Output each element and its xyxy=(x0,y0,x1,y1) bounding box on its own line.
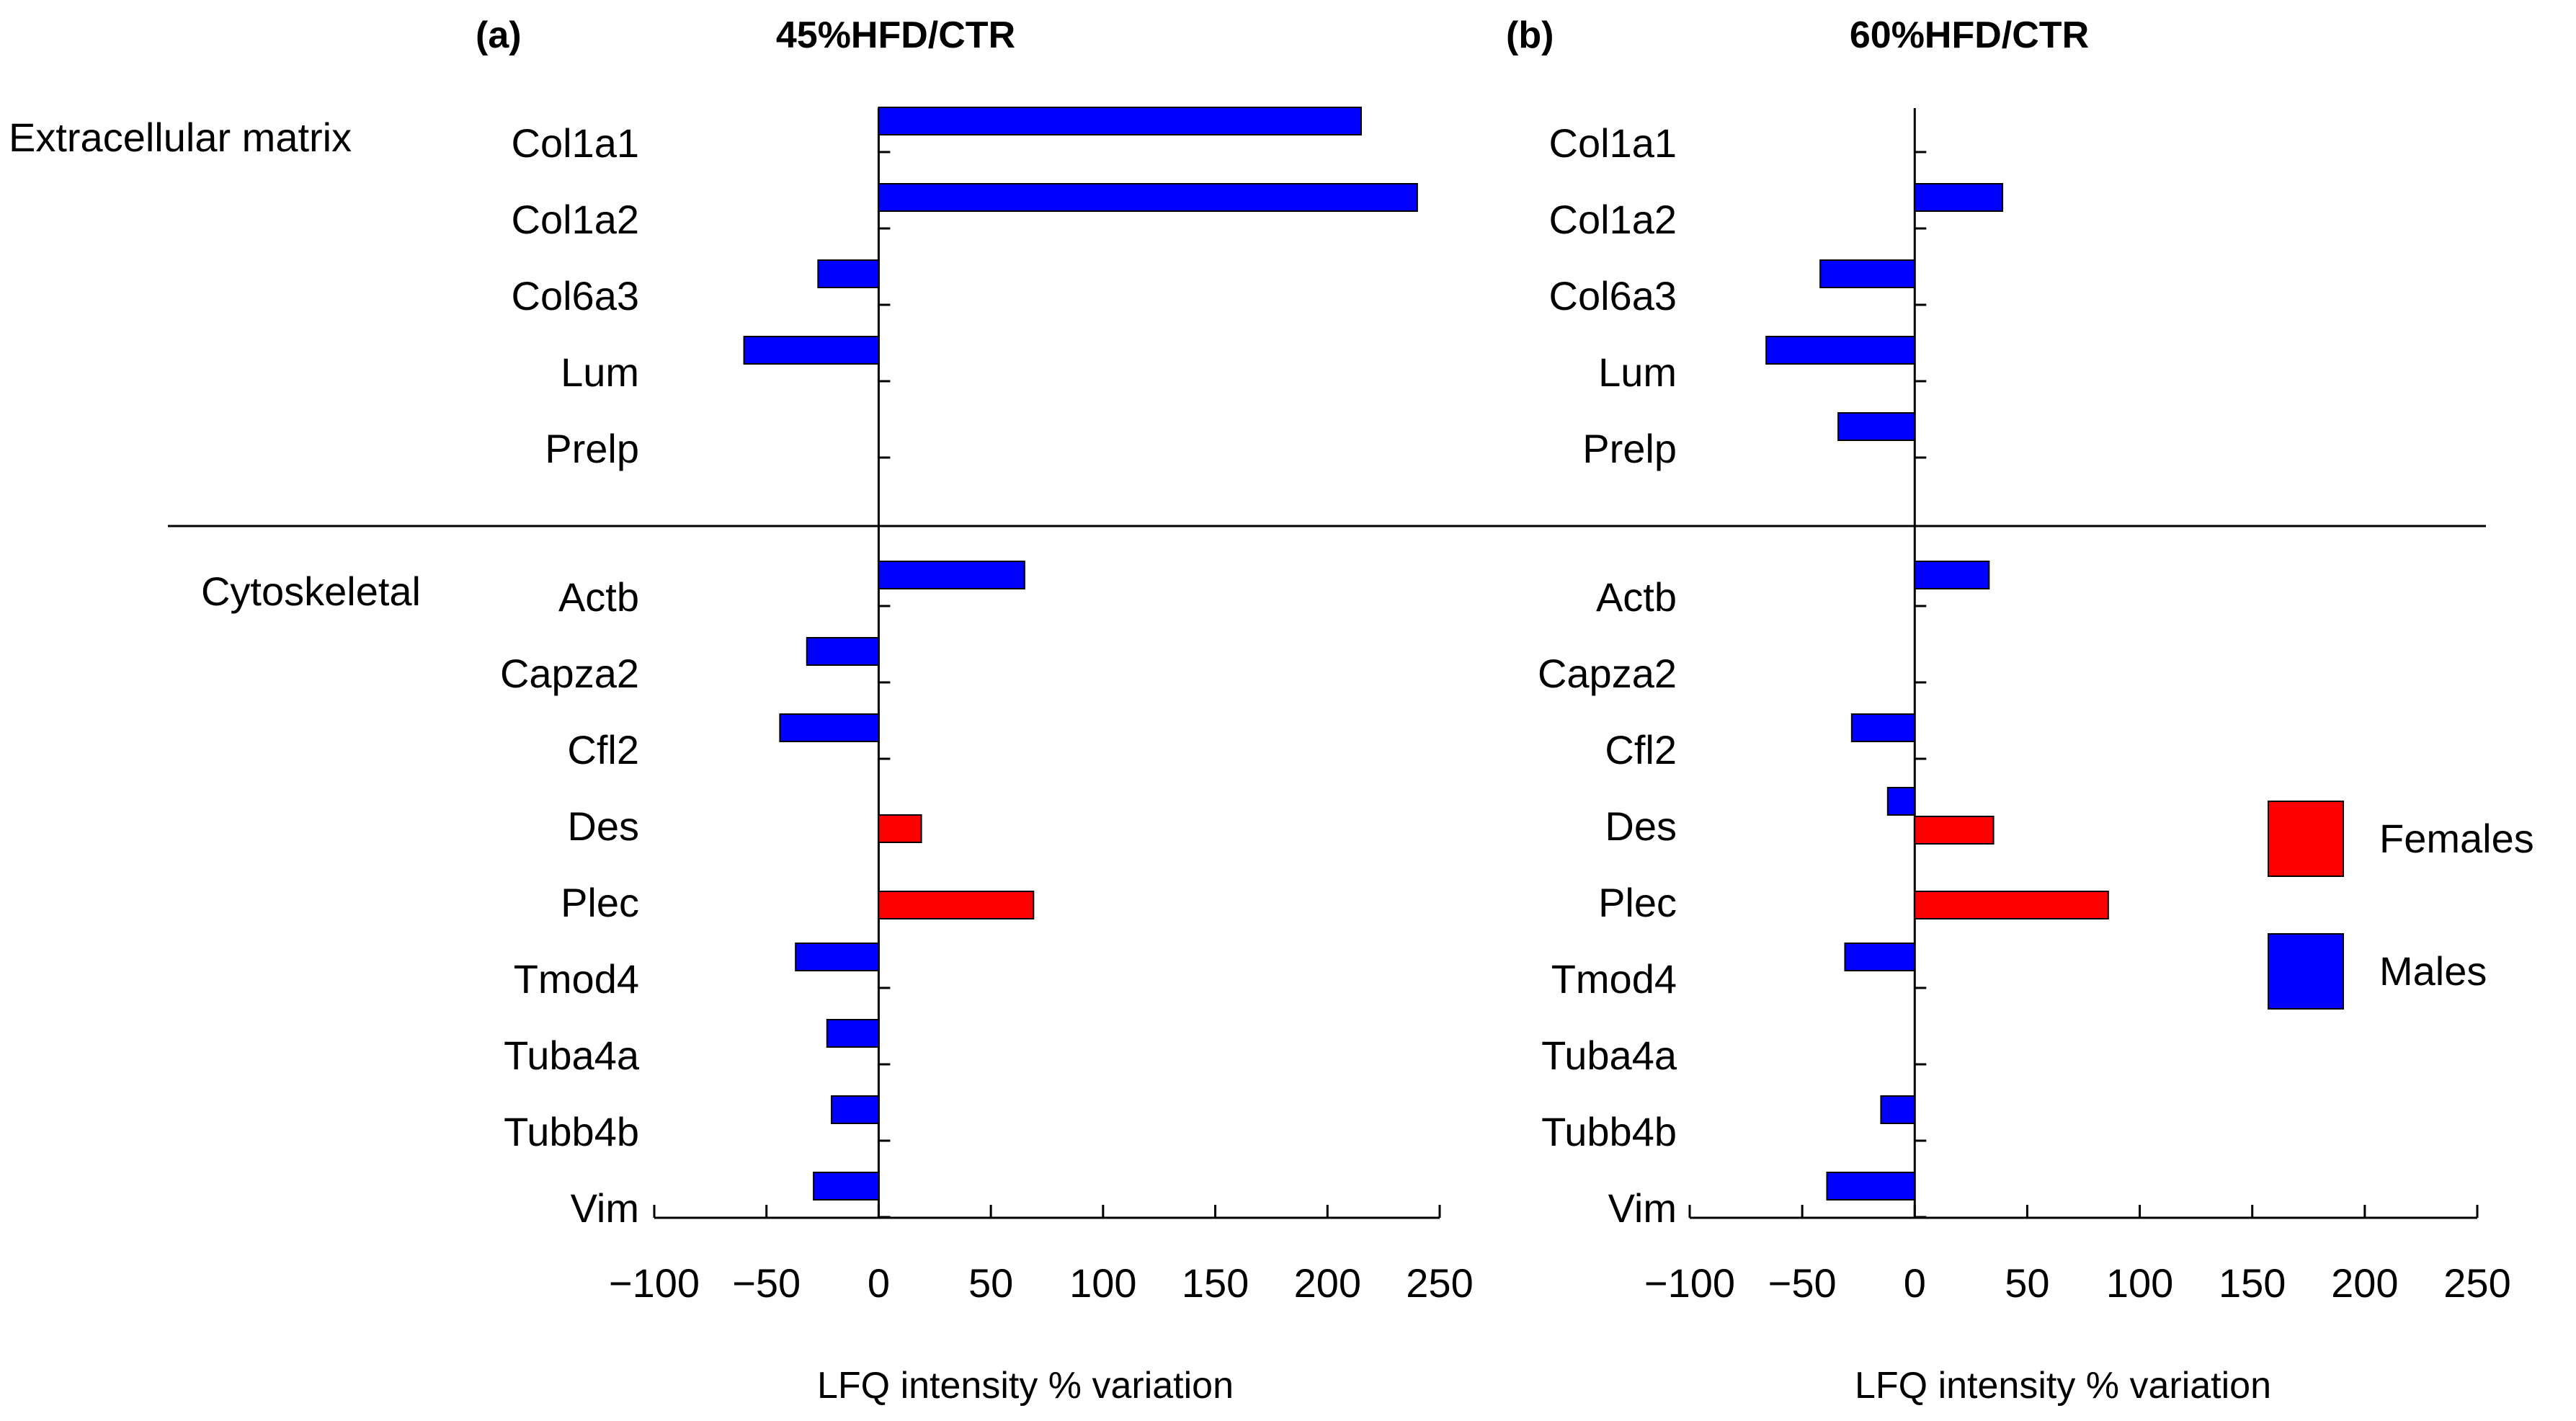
panel-b-bar-actb-males xyxy=(1914,561,1990,589)
panel-b-category-label-col1a2: Col1a2 xyxy=(1549,197,1677,242)
panel-a-bar-capza2-males xyxy=(806,637,880,666)
panel-b-xtick-label: −100 xyxy=(1644,1260,1735,1306)
legend-label-males: Males xyxy=(2379,948,2487,994)
panel-b-category-label-plec: Plec xyxy=(1598,880,1677,925)
panel-a-bar-actb-males xyxy=(878,561,1025,589)
panel-b-category-label-prelp: Prelp xyxy=(1582,426,1677,471)
panel-b-xtick-label: 250 xyxy=(2443,1260,2510,1306)
panel-b-category-label-cfl2: Cfl2 xyxy=(1605,727,1677,772)
panel-a-category-label-plec: Plec xyxy=(561,880,639,925)
panel-b-bar-prelp-males xyxy=(1837,412,1916,441)
panel-b-xtick-label: −50 xyxy=(1768,1260,1837,1306)
panel-a-xlabel: LFQ intensity % variation xyxy=(817,1365,1234,1407)
panel-a-xtick-label: 150 xyxy=(1182,1260,1249,1306)
panel-b-xlabel: LFQ intensity % variation xyxy=(1855,1365,2271,1407)
panel-a-category-label-des: Des xyxy=(567,803,639,849)
panel-a-category-label-cfl2: Cfl2 xyxy=(567,727,639,772)
panel-b-category-label-col6a3: Col6a3 xyxy=(1549,273,1677,318)
panel-a-category-label-col1a2: Col1a2 xyxy=(512,197,639,242)
panel-a-xtick-label: 0 xyxy=(868,1260,890,1306)
legend-swatch-males xyxy=(2268,933,2344,1010)
panel-b-bar-vim-males xyxy=(1826,1172,1916,1200)
panel-b-bar-col6a3-males xyxy=(1819,259,1916,288)
panel-a-bar-tuba4a-males xyxy=(826,1019,880,1048)
panel-a-category-label-actb: Actb xyxy=(558,574,639,620)
panel-a-xtick-label: −50 xyxy=(732,1260,801,1306)
panel-b-xtick-label: 200 xyxy=(2331,1260,2398,1306)
panel-a-category-label-capza2: Capza2 xyxy=(500,651,639,696)
panel-a-xtick-label: 100 xyxy=(1069,1260,1136,1306)
panel-a-xtick-label: 200 xyxy=(1294,1260,1361,1306)
panel-b-category-label-actb: Actb xyxy=(1596,574,1677,620)
panel-a-xtick-label: 50 xyxy=(968,1260,1013,1306)
panel-a-category-label-lum: Lum xyxy=(561,349,639,395)
panel-a-xtick-label: −100 xyxy=(609,1260,700,1306)
panel-a-bar-lum-males xyxy=(743,336,880,365)
panel-b-bar-tubb4b-males xyxy=(1880,1095,1916,1124)
panel-b-category-label-capza2: Capza2 xyxy=(1538,651,1677,696)
panel-a-category-label-col6a3: Col6a3 xyxy=(512,273,639,318)
panel-b-bar-tmod4-males xyxy=(1844,943,1916,971)
panel-a-bar-vim-males xyxy=(813,1172,880,1200)
panel-b-bar-des-females xyxy=(1914,816,1995,845)
panel-b-category-label-des: Des xyxy=(1605,803,1677,849)
panel-b-letter: (b) xyxy=(1506,14,1554,56)
panel-b-xtick-label: 100 xyxy=(2106,1260,2173,1306)
panel-b-xtick-label: 50 xyxy=(2005,1260,2049,1306)
group-label-cytoskeletal: Cytoskeletal xyxy=(201,569,421,614)
panel-a: (a) 45%HFD/CTR LFQ intensity % variation… xyxy=(476,14,1474,1407)
panel-a-category-label-tuba4a: Tuba4a xyxy=(504,1033,640,1078)
panel-a-category-label-tmod4: Tmod4 xyxy=(514,956,639,1002)
legend-label-females: Females xyxy=(2379,816,2534,861)
panel-a-category-label-col1a1: Col1a1 xyxy=(512,120,639,166)
panel-b-bar-des-males xyxy=(1886,787,1916,816)
panel-a-xtick-label: 250 xyxy=(1406,1260,1473,1306)
panel-a-bar-cfl2-males xyxy=(779,713,880,742)
panel-a-letter: (a) xyxy=(476,14,522,56)
panel-a-bar-tmod4-males xyxy=(795,943,880,971)
panel-b-category-label-lum: Lum xyxy=(1598,349,1677,395)
legend: Females Males xyxy=(2268,801,2534,1010)
panel-b: (b) 60%HFD/CTR LFQ intensity % variation… xyxy=(1506,14,2511,1407)
panel-a-bar-plec-females xyxy=(878,891,1035,919)
panel-b-bar-cfl2-males xyxy=(1850,713,1916,742)
panel-a-plot: −100 −50 0 50 100 150 200 250 Col1a1 Col1a2 Col6a3… xyxy=(500,107,1474,1306)
panel-b-title: 60%HFD/CTR xyxy=(1850,14,2089,56)
panel-a-bar-col1a1-males xyxy=(878,107,1362,135)
panel-b-xtick-label: 0 xyxy=(1904,1260,1926,1306)
panel-b-category-label-col1a1: Col1a1 xyxy=(1549,120,1677,166)
panel-b-bar-lum-males xyxy=(1765,336,1916,365)
panel-a-category-label-prelp: Prelp xyxy=(545,426,639,471)
panel-b-category-label-tmod4: Tmod4 xyxy=(1551,956,1677,1002)
panel-b-category-label-tubb4b: Tubb4b xyxy=(1541,1109,1677,1154)
panel-a-bar-des-females xyxy=(878,814,922,843)
panel-a-category-label-tubb4b: Tubb4b xyxy=(504,1109,639,1154)
panel-b-bar-plec-females xyxy=(1914,891,2109,919)
legend-swatch-females xyxy=(2268,801,2344,877)
panel-a-title: 45%HFD/CTR xyxy=(776,14,1015,56)
panel-b-bar-col1a2-males xyxy=(1914,183,2004,212)
group-label-extracellular-matrix: Extracellular matrix xyxy=(9,115,352,160)
panel-b-xtick-label: 150 xyxy=(2219,1260,2286,1306)
panel-a-bar-col6a3-males xyxy=(817,259,880,288)
panel-b-plot: −100 −50 0 50 100 150 200 250 Col1a1 Col1a2 Col6a3… xyxy=(1538,108,2511,1306)
panel-a-category-label-vim: Vim xyxy=(571,1185,639,1231)
panel-b-category-label-vim: Vim xyxy=(1608,1185,1677,1231)
panel-b-category-label-tuba4a: Tuba4a xyxy=(1541,1033,1677,1078)
panel-a-bar-col1a2-males xyxy=(878,183,1418,212)
panel-a-bar-tubb4b-males xyxy=(831,1095,880,1124)
